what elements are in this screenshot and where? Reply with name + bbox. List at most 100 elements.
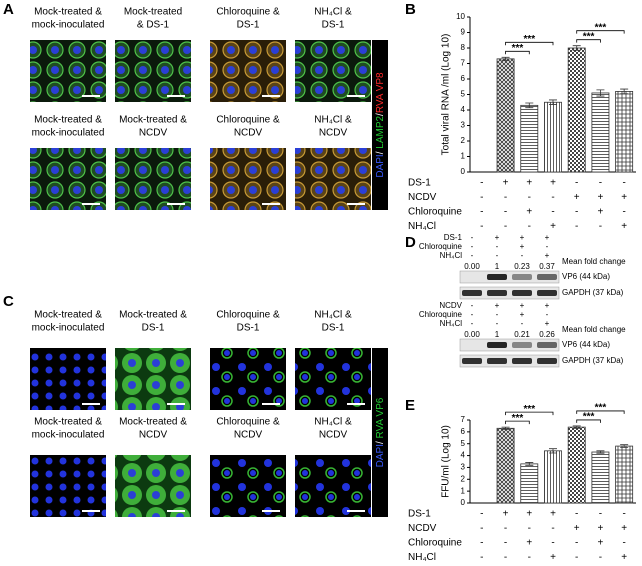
channel-name: / <box>375 149 386 155</box>
significance-bracket <box>576 39 601 43</box>
condition-sign: + <box>550 509 556 520</box>
condition-sign: - <box>521 251 524 260</box>
blot-band <box>462 358 482 364</box>
image-label: Mock-treated & <box>119 417 187 428</box>
bar <box>591 451 610 504</box>
y-tick-label: 5 <box>461 90 466 99</box>
image-label: Mock-treated & <box>119 310 187 321</box>
condition-sign: + <box>495 233 500 242</box>
condition-sign: + <box>621 221 627 232</box>
y-tick-label: 6 <box>461 74 466 83</box>
bar <box>615 445 634 504</box>
significance-label: *** <box>583 412 595 423</box>
channel-name: DAPI <box>375 444 386 467</box>
image-label: Mock-treated & <box>34 310 102 321</box>
bar <box>544 101 562 173</box>
y-tick-label: 7 <box>461 59 466 68</box>
y-tick-label: 0 <box>461 167 466 176</box>
significance-label: *** <box>523 404 535 415</box>
micrograph <box>295 348 371 410</box>
condition-sign: - <box>575 538 578 549</box>
image-label: NCDV <box>319 430 348 441</box>
condition-sign: - <box>504 221 507 232</box>
y-tick-label: 1 <box>461 152 466 161</box>
significance-label: *** <box>512 413 524 424</box>
condition-label: DS-1 <box>408 509 431 520</box>
fold-change: 1 <box>495 262 500 271</box>
y-tick-label: 3 <box>461 463 466 472</box>
condition-sign: - <box>480 192 483 203</box>
micrograph <box>115 455 191 517</box>
error-bar <box>620 88 629 95</box>
bar <box>520 463 539 504</box>
channel-name: DAPI <box>375 154 386 177</box>
condition-sign: - <box>546 310 549 319</box>
error-bar <box>549 99 557 105</box>
significance-label: *** <box>512 43 524 54</box>
micrograph <box>30 348 106 410</box>
channel-name: / <box>375 438 386 444</box>
micrograph <box>30 148 106 210</box>
significance-bracket <box>505 420 530 425</box>
condition-label: NH₄Cl <box>440 251 463 260</box>
condition-sign: - <box>504 552 507 563</box>
y-tick-label: 2 <box>461 474 466 483</box>
y-tick-label: 0 <box>461 498 466 507</box>
condition-sign: - <box>551 192 554 203</box>
bar <box>496 58 515 173</box>
significance-bracket <box>505 41 554 46</box>
condition-sign: + <box>574 523 580 534</box>
image-label: NCDV <box>139 128 168 139</box>
image-label: mock-inoculated <box>32 430 105 441</box>
blot-band <box>512 290 532 296</box>
condition-sign: - <box>575 552 578 563</box>
condition-sign: - <box>551 207 554 218</box>
image-label: Mock-treated & <box>34 115 102 126</box>
bar <box>496 427 515 504</box>
condition-sign: + <box>545 251 550 260</box>
panel-letter: E <box>405 397 415 414</box>
significance-label: *** <box>523 34 535 45</box>
fold-change: 1 <box>495 330 500 339</box>
image-label: Chloroquine & <box>216 115 280 126</box>
image-label: DS-1 <box>237 323 260 334</box>
image-label: Mock-treated & <box>119 115 187 126</box>
condition-sign: - <box>622 178 625 189</box>
condition-sign: + <box>526 538 532 549</box>
condition-sign: - <box>528 221 531 232</box>
micrograph <box>295 148 371 210</box>
significance-label: *** <box>595 22 607 33</box>
error-bar <box>596 89 605 97</box>
y-tick-label: 2 <box>461 136 466 145</box>
significance-bracket <box>576 419 601 423</box>
blot-band <box>487 274 507 280</box>
y-tick-label: 4 <box>461 105 466 114</box>
error-bar <box>501 56 510 61</box>
blot-band <box>537 290 557 296</box>
fold-change: 0.21 <box>514 330 530 339</box>
error-bar <box>572 45 581 51</box>
condition-sign: + <box>598 538 604 549</box>
condition-sign: + <box>503 509 509 520</box>
blot-band <box>462 290 482 296</box>
band-label: GAPDH (37 kDa) <box>562 288 624 297</box>
condition-label: Chloroquine <box>419 310 463 319</box>
micrograph <box>210 455 286 517</box>
condition-sign: - <box>622 509 625 520</box>
condition-sign: - <box>496 319 499 328</box>
panel-letter: A <box>3 1 14 18</box>
significance-bracket <box>576 410 625 414</box>
condition-label: NH₄Cl <box>408 221 436 232</box>
condition-sign: + <box>520 310 525 319</box>
condition-sign: - <box>504 192 507 203</box>
image-label: mock-inoculated <box>32 323 105 334</box>
micrograph <box>30 455 106 517</box>
condition-sign: + <box>550 221 556 232</box>
condition-sign: - <box>504 538 507 549</box>
condition-sign: + <box>495 301 500 310</box>
significance-bracket <box>505 50 530 55</box>
condition-sign: - <box>471 319 474 328</box>
image-label: NH₄Cl & <box>314 115 352 126</box>
bar <box>567 426 586 504</box>
